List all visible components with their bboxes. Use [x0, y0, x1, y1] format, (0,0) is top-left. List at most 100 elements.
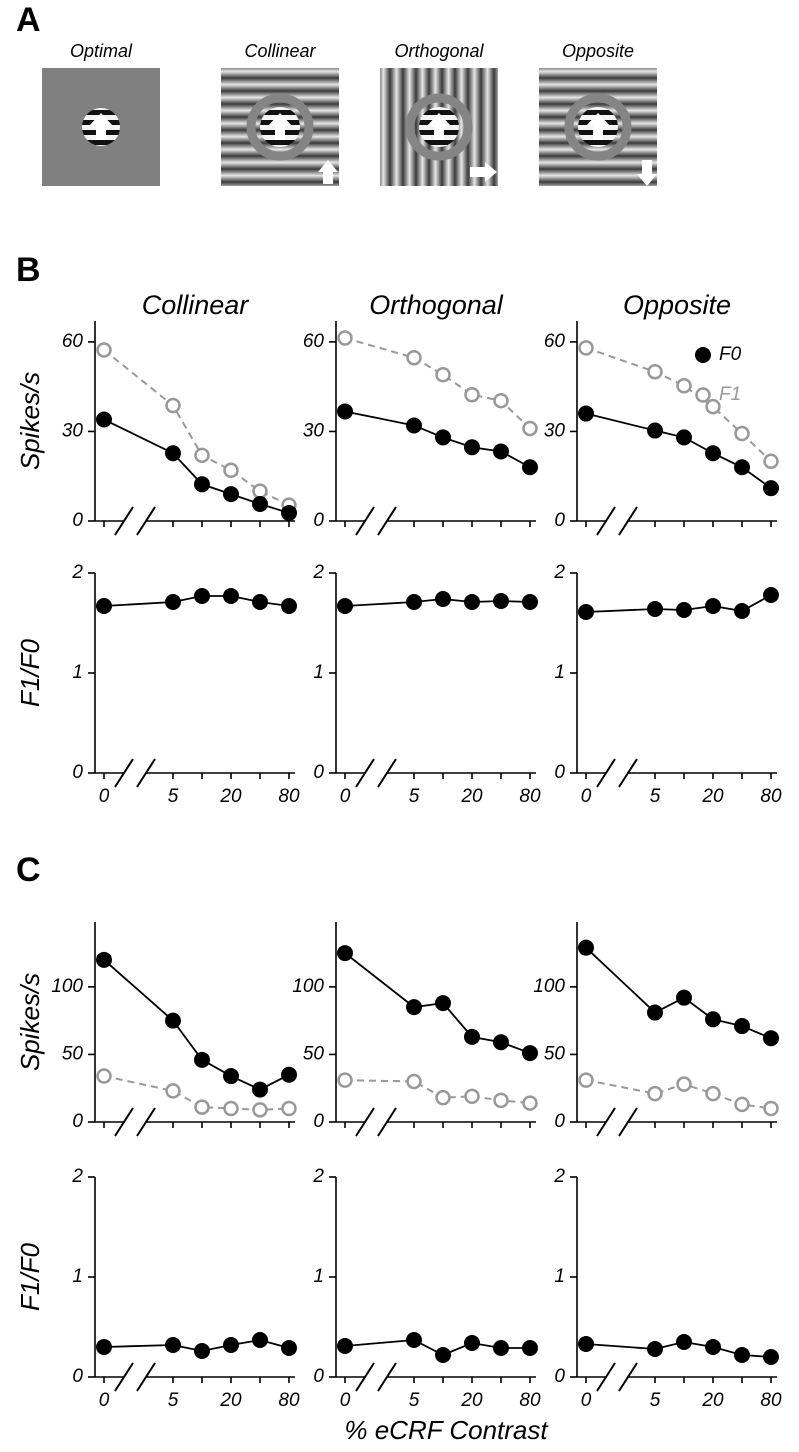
marker — [464, 439, 480, 456]
marker — [435, 1347, 451, 1363]
y-tick-label: 30 — [62, 420, 84, 441]
stimulus-title: Orthogonal — [394, 41, 484, 61]
y-tick-label: 0 — [554, 1366, 565, 1387]
marker — [705, 1011, 721, 1028]
y-tick-label: 1 — [313, 662, 324, 683]
marker — [194, 1099, 210, 1115]
marker — [337, 598, 353, 614]
marker — [522, 1095, 538, 1111]
y-tick-label: 30 — [303, 420, 325, 441]
axis-break — [114, 758, 134, 788]
marker — [647, 1004, 663, 1021]
stimulus-title: Collinear — [244, 41, 316, 61]
x-tick-label: 0 — [581, 786, 592, 807]
marker — [165, 594, 181, 610]
marker — [165, 1083, 181, 1099]
x-tick-label: 5 — [409, 1390, 420, 1411]
marker — [676, 1334, 692, 1350]
marker — [676, 1076, 692, 1092]
marker — [252, 594, 268, 610]
x-tick-label: 80 — [760, 1390, 782, 1411]
marker — [281, 1066, 297, 1083]
marker — [647, 363, 663, 380]
marker — [96, 411, 112, 428]
x-tick-label: 5 — [168, 786, 179, 807]
y-tick-label: 50 — [303, 1043, 325, 1064]
marker — [493, 443, 509, 460]
marker — [252, 495, 268, 512]
marker — [578, 1336, 594, 1352]
marker — [252, 1081, 268, 1098]
x-tick-label: 80 — [278, 786, 300, 807]
y-tick-label: 0 — [72, 1111, 83, 1132]
marker — [763, 453, 779, 470]
marker — [194, 476, 210, 493]
x-tick-label: 20 — [219, 1390, 242, 1411]
marker — [493, 1340, 509, 1356]
marker — [763, 1030, 779, 1047]
marker — [578, 939, 594, 956]
marker — [223, 588, 239, 604]
y-tick-label: 0 — [313, 1366, 324, 1387]
marker — [252, 1102, 268, 1118]
x-tick-label: 0 — [340, 1390, 351, 1411]
y-axis-label: F1/F0 — [15, 1243, 45, 1311]
marker — [435, 366, 451, 383]
y-tick-label: 0 — [554, 1111, 565, 1132]
marker — [734, 1018, 750, 1035]
marker — [578, 1072, 594, 1088]
x-tick-label: 0 — [581, 1390, 592, 1411]
marker — [223, 486, 239, 503]
x-tick-label: 0 — [99, 786, 110, 807]
marker — [493, 593, 509, 609]
series-line — [585, 412, 772, 489]
y-tick-label: 2 — [71, 1166, 83, 1187]
chart-title: Orthogonal — [369, 290, 504, 320]
chart-title: Opposite — [623, 290, 731, 320]
axis-break — [618, 506, 638, 536]
axis-break — [355, 1362, 375, 1392]
x-tick-label: 5 — [168, 1390, 179, 1411]
marker — [406, 594, 422, 610]
y-tick-label: 60 — [303, 331, 325, 352]
x-tick-label: 80 — [519, 1390, 541, 1411]
marker — [676, 989, 692, 1006]
marker — [647, 1341, 663, 1357]
x-tick-label: 80 — [519, 786, 541, 807]
marker — [578, 405, 594, 422]
y-tick-label: 1 — [554, 662, 565, 683]
y-tick-label: 50 — [544, 1043, 566, 1064]
marker — [435, 429, 451, 446]
axis-break — [377, 758, 397, 788]
axis-break — [355, 506, 375, 536]
y-tick-label: 100 — [533, 976, 565, 997]
x-tick-label: 0 — [99, 1390, 110, 1411]
axis-break — [377, 1107, 397, 1137]
marker — [281, 1340, 297, 1356]
x-tick-label: 20 — [701, 786, 724, 807]
x-axis-label: % eCRF Contrast — [344, 1415, 549, 1445]
y-tick-label: 0 — [554, 762, 565, 783]
axis-break — [596, 758, 616, 788]
marker — [223, 1337, 239, 1353]
y-axis-label: F1/F0 — [15, 639, 45, 707]
center-patches — [82, 107, 618, 147]
marker — [194, 1343, 210, 1359]
marker — [406, 1073, 422, 1090]
x-tick-label: 5 — [409, 786, 420, 807]
marker — [406, 417, 422, 434]
panel-label: A — [16, 1, 41, 39]
chart-title: Collinear — [142, 290, 250, 320]
marker — [464, 594, 480, 610]
marker — [522, 594, 538, 610]
series-line — [103, 959, 290, 1091]
x-tick-label: 20 — [219, 786, 242, 807]
x-tick-label: 20 — [460, 1390, 483, 1411]
axis-break — [618, 1362, 638, 1392]
marker — [223, 1068, 239, 1085]
arrows — [89, 113, 657, 186]
marker — [194, 588, 210, 604]
marker — [165, 445, 181, 462]
marker — [676, 602, 692, 618]
axis-break — [136, 506, 156, 536]
